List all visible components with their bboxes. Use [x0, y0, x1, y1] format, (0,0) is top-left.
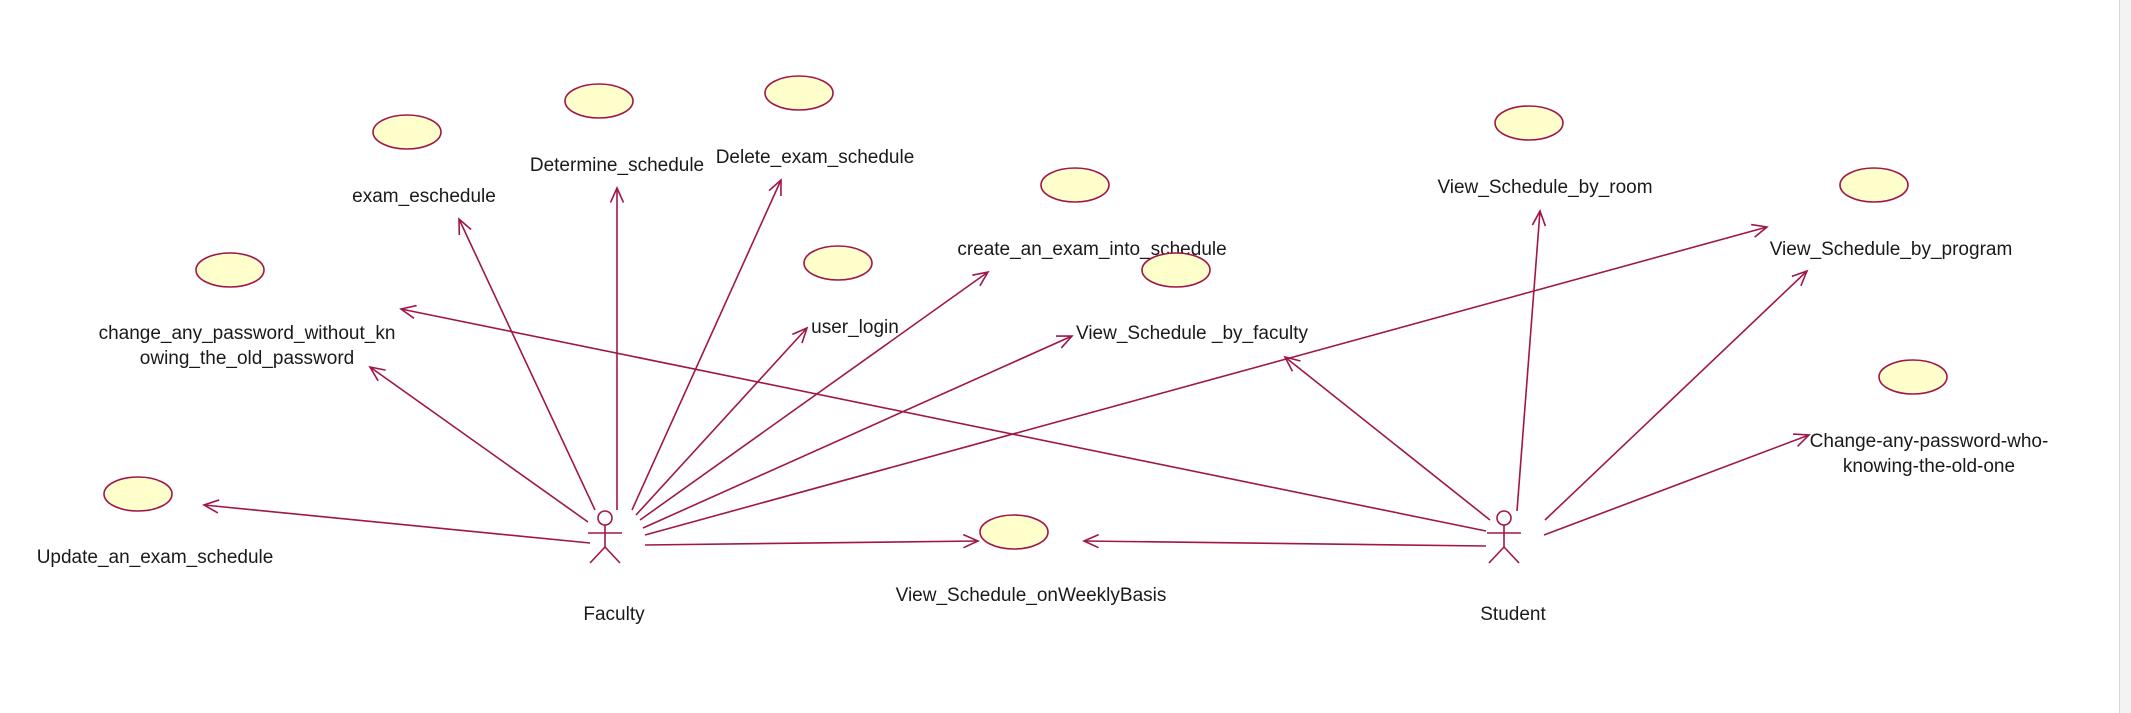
- association-faculty-update_exam[interactable]: [203, 504, 591, 544]
- use-case-determine_schedule[interactable]: Determine_schedule: [530, 83, 704, 176]
- arrowhead-faculty-exam_eschedule: [458, 217, 472, 236]
- arrowhead-faculty-view_by_faculty: [1055, 335, 1074, 349]
- use-case-ellipse[interactable]: [1141, 252, 1211, 288]
- use-case-exam_eschedule[interactable]: exam_eschedule: [352, 114, 496, 207]
- association-faculty-view_weekly[interactable]: [644, 540, 979, 546]
- use-case-change_pw_no_old[interactable]: change_any_password_without_kn owing_the_…: [99, 252, 396, 369]
- use-case-ellipse[interactable]: [103, 476, 173, 512]
- use-case-ellipse[interactable]: [1839, 167, 1909, 203]
- association-faculty-view_by_program[interactable]: [644, 226, 1768, 536]
- use-case-ellipse[interactable]: [195, 252, 265, 288]
- use-case-label: Determine_schedule: [530, 155, 704, 176]
- use-case-label: exam_eschedule: [352, 186, 496, 207]
- use-case-label: owing_the_old_password: [140, 348, 354, 369]
- use-cases: exam_eschedule Determine_schedule Delete_e…: [37, 75, 2049, 606]
- actor-head: [1496, 510, 1512, 526]
- arrowhead-student-change_pw_no_old: [399, 304, 417, 319]
- association-faculty-delete_exam_schedule[interactable]: [631, 179, 782, 511]
- use-case-label: Change-any-password-who-: [1810, 431, 2049, 452]
- use-case-label: knowing-the-old-one: [1843, 456, 2015, 477]
- use-case-view_by_room[interactable]: View_Schedule_by_room: [1437, 105, 1653, 198]
- vertical-scrollbar[interactable]: [2119, 0, 2131, 713]
- use-case-ellipse[interactable]: [764, 75, 834, 111]
- use-case-ellipse[interactable]: [803, 245, 873, 281]
- arrowhead-student-change_pw_with_old: [1792, 433, 1811, 447]
- actor-leg-right: [1503, 546, 1520, 564]
- actor-label: Student: [1480, 604, 1546, 625]
- use-case-delete_exam_schedule[interactable]: Delete_exam_schedule: [716, 75, 915, 168]
- use-case-label: View_Schedule_by_program: [1770, 239, 2013, 260]
- arrowhead-faculty-change_pw_no_old: [368, 365, 386, 382]
- use-case-view_weekly[interactable]: View_Schedule_onWeeklyBasis: [896, 514, 1167, 606]
- arrowhead-student-view_by_program: [1791, 269, 1809, 287]
- actor-head: [597, 510, 613, 526]
- actor-leg-right: [604, 546, 621, 564]
- use-case-update_exam[interactable]: Update_an_exam_schedule: [37, 476, 274, 568]
- actors: Faculty Student: [583, 510, 1546, 625]
- use-case-label: View_Schedule_by_room: [1437, 177, 1652, 198]
- actor-label: Faculty: [583, 604, 645, 625]
- actor-leg-left: [589, 546, 606, 564]
- associations: [202, 178, 1811, 549]
- use-case-label: user_login: [811, 317, 899, 338]
- association-faculty-change_pw_no_old[interactable]: [369, 366, 589, 523]
- use-case-label: View_Schedule_onWeeklyBasis: [896, 585, 1167, 606]
- arrowhead-student-view_by_room: [1531, 209, 1547, 227]
- arrowhead-faculty-view_by_program: [1751, 223, 1769, 238]
- arrowhead-faculty-update_exam: [202, 499, 220, 514]
- actor-faculty[interactable]: Faculty: [583, 510, 645, 625]
- use-case-view_by_program[interactable]: View_Schedule_by_program: [1770, 167, 2013, 260]
- arrowhead-faculty-determine_schedule: [609, 186, 625, 203]
- use-case-create_exam[interactable]: create_an_exam_into_schedule: [957, 167, 1227, 260]
- use-case-view_by_faculty[interactable]: View_Schedule _by_faculty: [1076, 252, 1309, 344]
- use-case-ellipse[interactable]: [1878, 359, 1948, 395]
- arrowhead-student-view_weekly: [1082, 533, 1100, 549]
- arrowhead-faculty-delete_exam_schedule: [768, 178, 782, 197]
- association-student-change_pw_no_old[interactable]: [400, 308, 1487, 532]
- use-case-label: Update_an_exam_schedule: [37, 547, 274, 568]
- arrowhead-student-view_by_faculty: [1283, 355, 1301, 372]
- use-case-ellipse[interactable]: [372, 114, 442, 150]
- association-faculty-view_by_faculty[interactable]: [642, 335, 1073, 529]
- use-case-label: Delete_exam_schedule: [716, 147, 915, 168]
- use-case-ellipse[interactable]: [1494, 105, 1564, 141]
- use-case-ellipse[interactable]: [564, 83, 634, 119]
- use-case-ellipse[interactable]: [1040, 167, 1110, 203]
- association-student-change_pw_with_old[interactable]: [1543, 434, 1810, 536]
- use-case-label: change_any_password_without_kn: [99, 323, 396, 344]
- arrowhead-faculty-user_login: [792, 326, 809, 344]
- actor-student[interactable]: Student: [1480, 510, 1546, 625]
- arrowhead-faculty-create_exam: [972, 270, 990, 287]
- use-case-ellipse[interactable]: [979, 514, 1049, 550]
- association-faculty-create_exam[interactable]: [639, 271, 989, 521]
- arrowhead-faculty-view_weekly: [962, 533, 980, 549]
- use-case-change_pw_with_old[interactable]: Change-any-password-who-knowing-the-old-…: [1810, 359, 2049, 477]
- association-faculty-exam_eschedule[interactable]: [458, 218, 596, 511]
- association-faculty-user_login[interactable]: [635, 327, 808, 516]
- use-case-label: View_Schedule _by_faculty: [1076, 323, 1309, 344]
- association-student-view_by_program[interactable]: [1544, 270, 1808, 521]
- association-student-view_weekly[interactable]: [1083, 540, 1487, 547]
- use-case-user_login[interactable]: user_login: [803, 245, 899, 338]
- association-student-view_by_faculty[interactable]: [1284, 356, 1491, 521]
- actor-leg-left: [1488, 546, 1505, 564]
- association-student-view_by_room[interactable]: [1516, 210, 1541, 512]
